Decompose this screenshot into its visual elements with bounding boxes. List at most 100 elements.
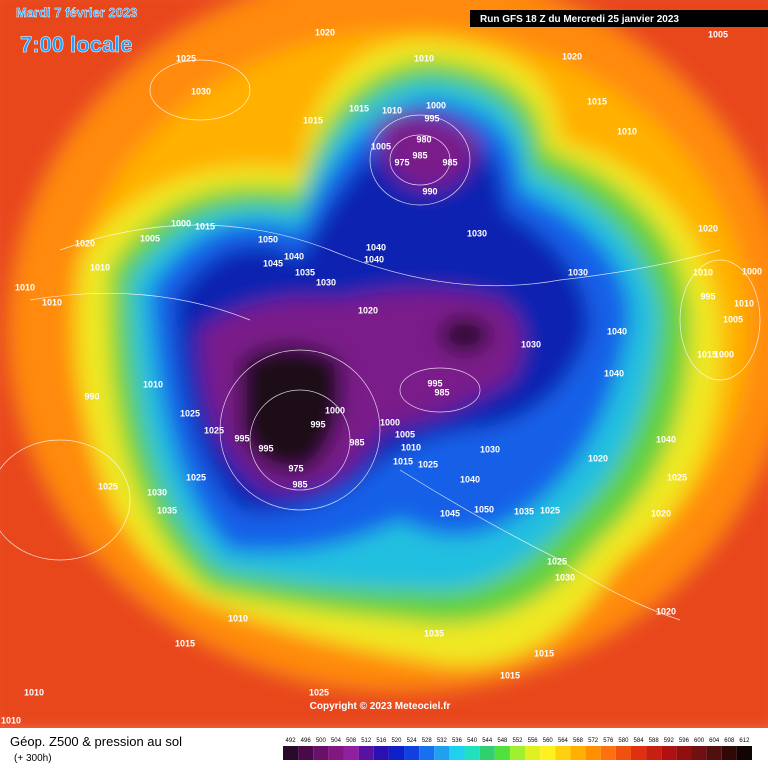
colorbar-swatch — [419, 746, 435, 760]
isobar-label: 1020 — [698, 223, 718, 233]
isobar-label: 1040 — [604, 368, 624, 378]
isobar-label: 995 — [258, 443, 273, 453]
isobar-label: 1025 — [540, 505, 560, 515]
isobar-label: 1010 — [1, 715, 21, 725]
isobar-label: 1025 — [98, 481, 118, 491]
date-text: Mardi 7 février 2023 — [16, 5, 137, 20]
isobar-label: 1010 — [15, 282, 35, 292]
isobar-label: 1040 — [366, 242, 386, 252]
colorbar-swatch — [615, 746, 631, 760]
isobar-label: 1010 — [24, 687, 44, 697]
isobar-label: 1030 — [555, 572, 575, 582]
isobar-label: 1040 — [656, 434, 676, 444]
isobar-label: 1025 — [309, 687, 329, 697]
isobar-label: 975 — [288, 463, 303, 473]
colorbar-label: 548 — [497, 738, 508, 744]
isobar-label: 1050 — [258, 234, 278, 244]
colorbar-label: 540 — [467, 738, 478, 744]
footer-lead: (+ 300h) — [14, 753, 52, 764]
colorbar-label: 568 — [573, 738, 584, 744]
isobar-label: 1050 — [474, 504, 494, 514]
colorbar-label: 604 — [709, 738, 720, 744]
colorbar-swatch — [358, 746, 374, 760]
isobar-label: 1020 — [315, 27, 335, 37]
isobar-label: 1010 — [228, 613, 248, 623]
colorbar-label: 600 — [694, 738, 705, 744]
isobar-label: 1020 — [651, 508, 671, 518]
isobar-label: 1025 — [547, 556, 567, 566]
colorbar-swatch — [509, 746, 526, 760]
colorbar-swatch — [313, 746, 329, 760]
colorbar-swatch — [676, 746, 692, 760]
isobar-label: 985 — [434, 387, 449, 397]
isobar-label: 1000 — [714, 349, 734, 359]
isobar-label: 975 — [394, 157, 409, 167]
isobar-label: 1005 — [395, 429, 415, 439]
colorbar-label: 584 — [634, 738, 645, 744]
isobar-label: 1040 — [364, 254, 384, 264]
colorbar-label: 564 — [558, 738, 569, 744]
colorbar-label: 528 — [422, 738, 433, 744]
isobar-label: 1010 — [734, 298, 754, 308]
colorbar-swatch — [449, 746, 465, 760]
colorbar-swatch — [464, 746, 480, 760]
isobar-label: 1020 — [656, 606, 676, 616]
colorbar-swatch — [721, 746, 737, 760]
isobar-label: 1000 — [325, 405, 345, 415]
colorbar-swatch — [706, 746, 722, 760]
isobar-label: 1010 — [90, 262, 110, 272]
colorbar-label: 516 — [376, 738, 387, 744]
isobar-label: 1030 — [316, 277, 336, 287]
isobar-label: 1025 — [180, 408, 200, 418]
isobar-label: 995 — [427, 378, 442, 388]
isobar-label: 1040 — [607, 326, 627, 336]
colorbar-label: 504 — [331, 738, 342, 744]
isobar-label: 1000 — [380, 417, 400, 427]
isobar-label: 1020 — [562, 51, 582, 61]
isobar-label: 1025 — [186, 472, 206, 482]
colorbar-label: 588 — [649, 738, 660, 744]
colorbar-swatch — [661, 746, 677, 760]
colorbar-label: 512 — [361, 738, 372, 744]
isobar-label: 1030 — [467, 228, 487, 238]
isobar-label: 985 — [349, 437, 364, 447]
colorbar-swatch — [736, 746, 752, 760]
colorbar-label: 556 — [528, 738, 539, 744]
isobar-labels: 1020 1010 1020 1005 1025 1030 1015 1015 1010 1000… — [1, 27, 762, 725]
colorbar-swatch — [404, 746, 420, 760]
colorbar-label: 612 — [739, 738, 750, 744]
colorbar-swatch — [494, 746, 510, 760]
isobar-label: 995 — [234, 433, 249, 443]
isobar-label: 1000 — [742, 266, 762, 276]
isobar-label: 1030 — [568, 267, 588, 277]
colorbar-label: 508 — [346, 738, 357, 744]
time-text: 7:00 locale — [20, 32, 133, 57]
isobar-label: 990 — [422, 186, 437, 196]
isobar-label: 1015 — [175, 638, 195, 648]
isobar-label: 995 — [700, 291, 715, 301]
isobar-label: 1015 — [587, 96, 607, 106]
isobar-label: 985 — [412, 150, 427, 160]
colorbar-swatch — [343, 746, 359, 760]
isobar-label: 1010 — [414, 53, 434, 63]
isobar-label: 1015 — [195, 221, 215, 231]
isobar-label: 1010 — [401, 442, 421, 452]
colorbar-label: 592 — [664, 738, 675, 744]
isobar-label: 1015 — [697, 349, 717, 359]
isobar-label: 1025 — [418, 459, 438, 469]
isobar-label: 990 — [84, 391, 99, 401]
isobar-label: 1015 — [534, 648, 554, 658]
colorbar-swatch — [283, 746, 299, 760]
isobar-label: 985 — [442, 157, 457, 167]
colorbar-label: 560 — [543, 738, 554, 744]
isobar-label: 1045 — [263, 258, 283, 268]
colorbar-label: 572 — [588, 738, 599, 744]
run-box — [470, 10, 768, 27]
isobar-label: 1000 — [426, 100, 446, 110]
isobar-label: 1015 — [303, 115, 323, 125]
isobar-label: 1020 — [588, 453, 608, 463]
isobar-label: 1000 — [171, 218, 191, 228]
isobar-label: 1035 — [514, 506, 534, 516]
colorbar-label: 576 — [603, 738, 614, 744]
colorbar-swatch — [646, 746, 662, 760]
